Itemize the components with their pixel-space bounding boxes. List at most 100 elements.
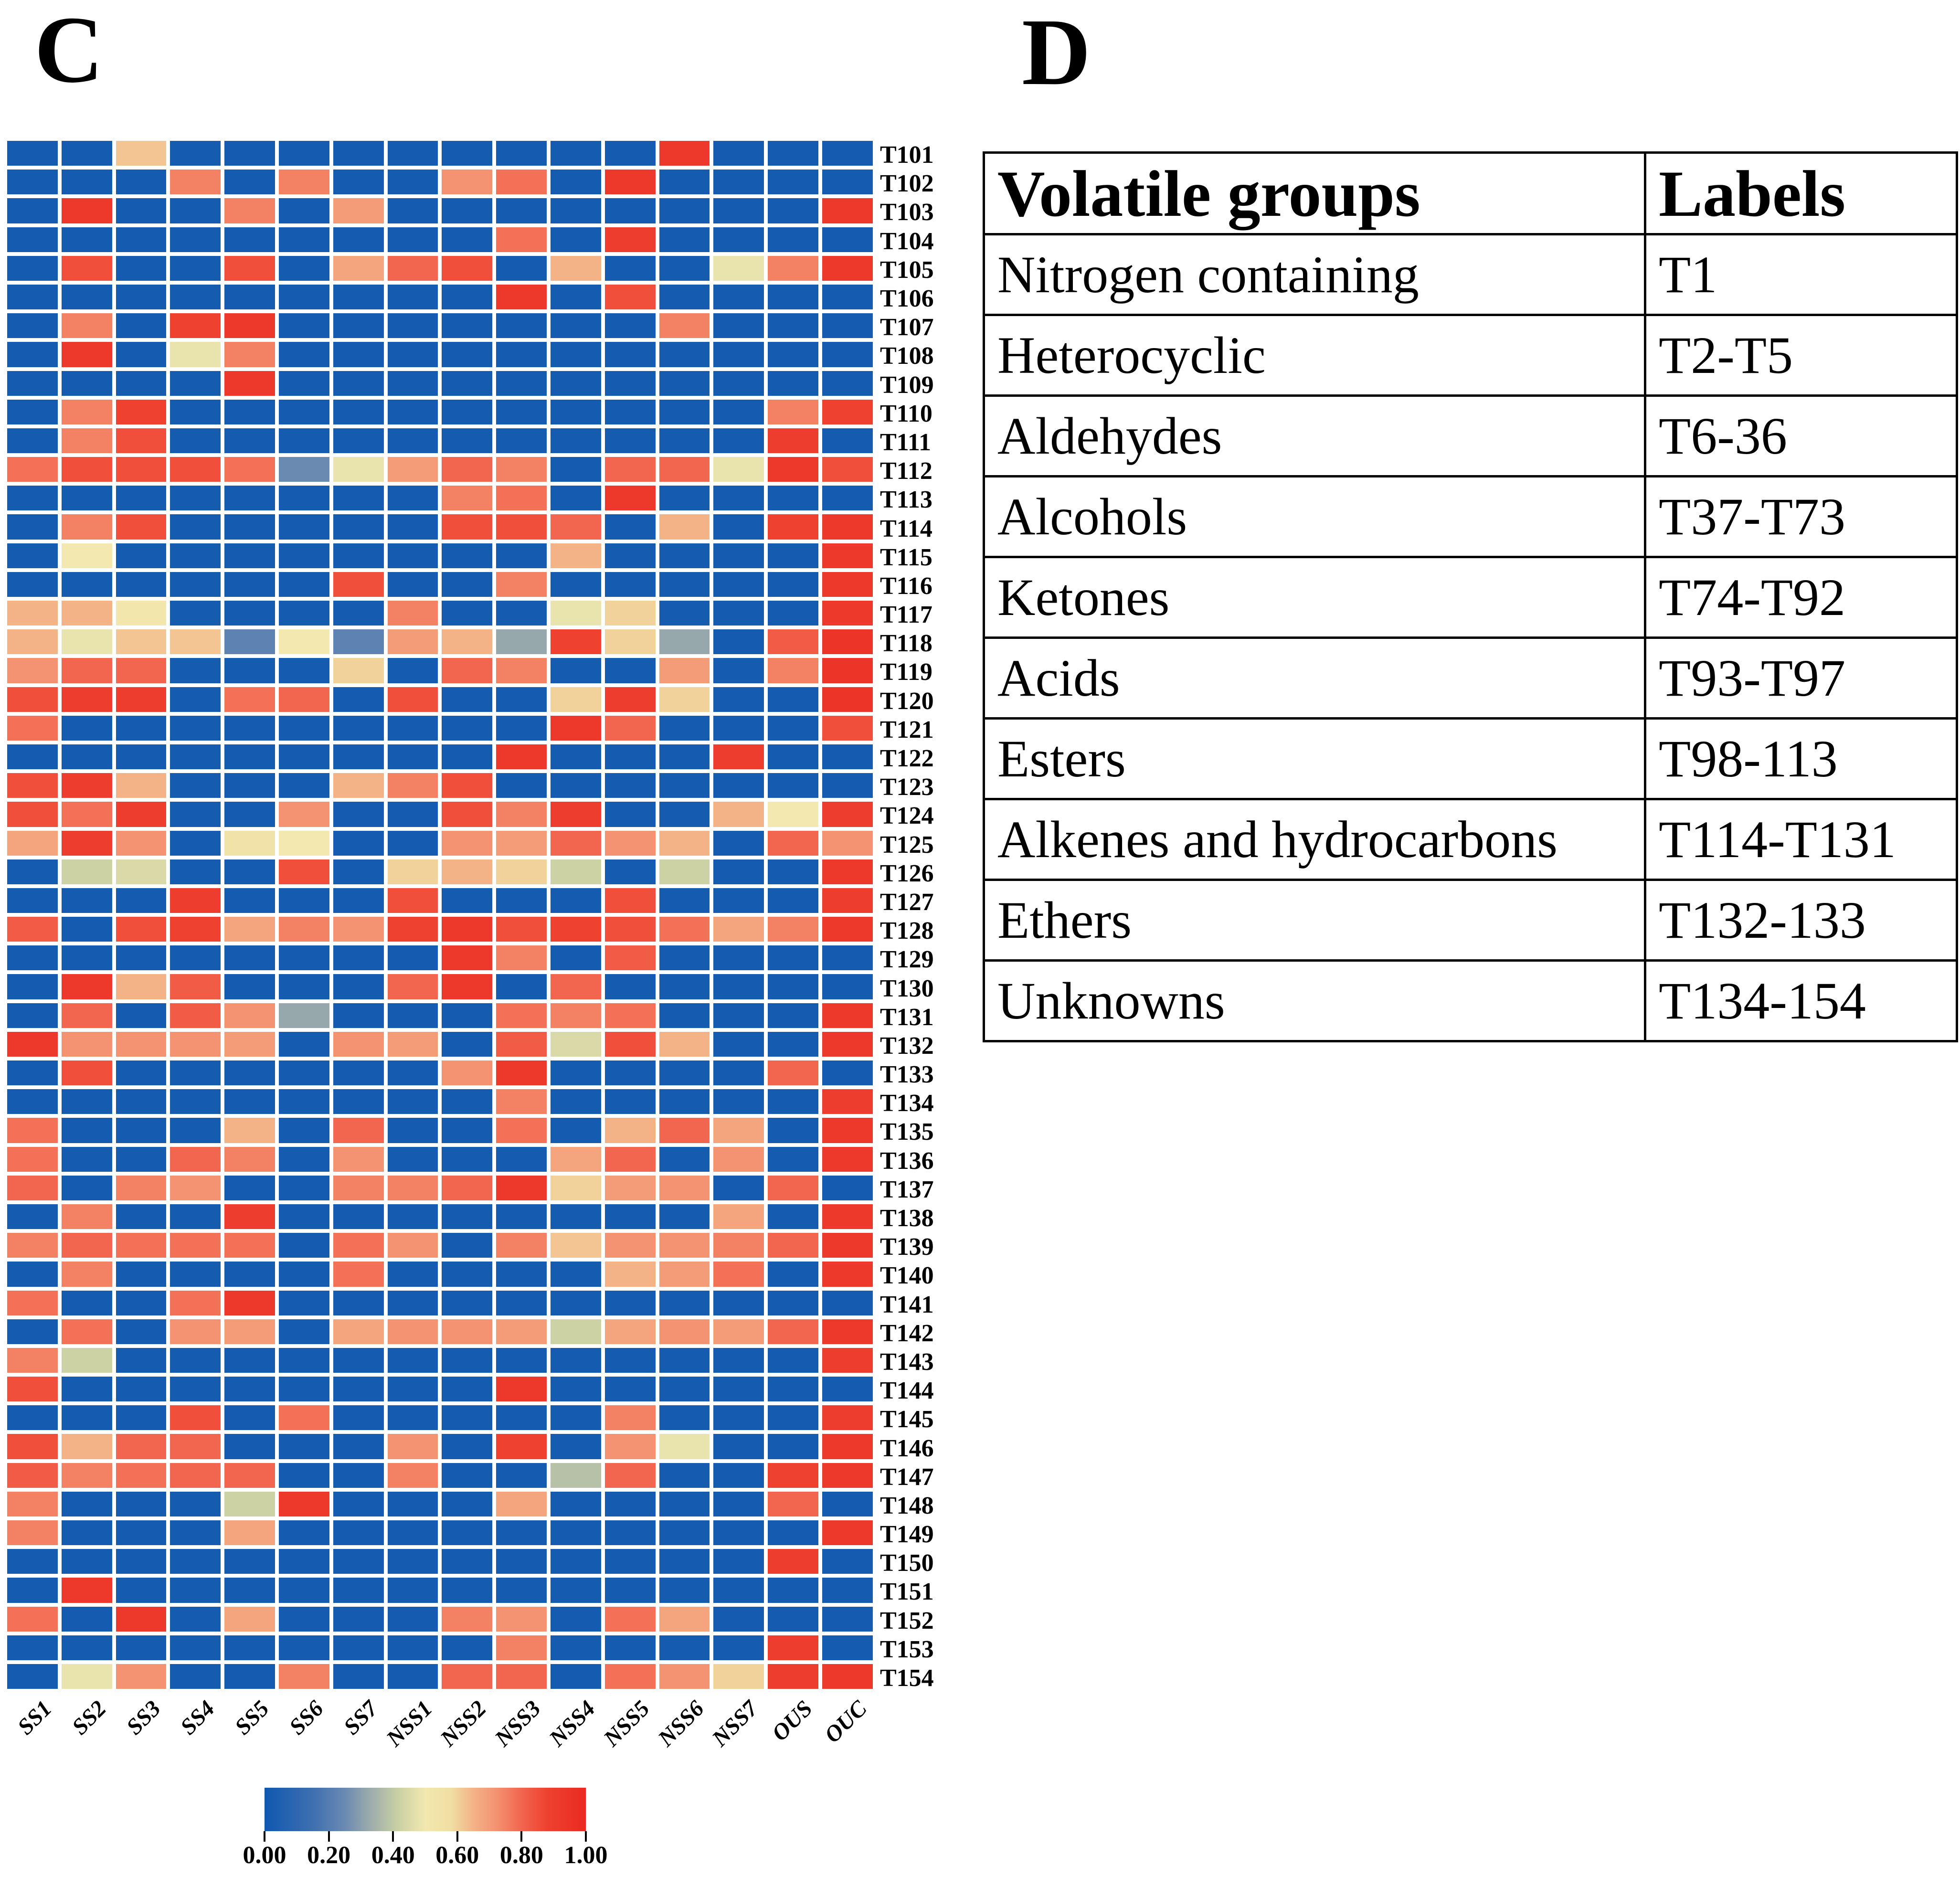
heatmap-cell-T102-SS4 (170, 170, 221, 195)
heatmap-cell-T145-SS5 (224, 1405, 275, 1431)
row-label-T143: T143 (880, 1348, 934, 1376)
heatmap-cell-T136-SS5 (224, 1146, 275, 1172)
heatmap-cell-T135-SS2 (61, 1118, 112, 1143)
heatmap-cell-T123-NSS7 (713, 773, 764, 798)
heatmap-cell-T110-NSS3 (496, 399, 547, 424)
heatmap-cell-T117-SS1 (7, 601, 58, 626)
heatmap-cell-T146-SS1 (7, 1434, 58, 1459)
heatmap-cell-T121-NSS2 (442, 715, 493, 741)
heatmap-cell-T111-OUS (768, 428, 818, 454)
row-label-T108: T108 (880, 342, 934, 370)
heatmap-cell-T112-SS5 (224, 457, 275, 482)
heatmap-cell-T148-NSS1 (387, 1491, 438, 1516)
heatmap-cell-T135-NSS4 (550, 1118, 601, 1143)
heatmap-cell-T128-SS2 (61, 917, 112, 942)
heatmap-cell-T125-SS3 (116, 830, 167, 856)
heatmap-cell-T130-SS3 (116, 974, 167, 999)
heatmap-cell-T145-SS1 (7, 1405, 58, 1431)
table-header-volatile-groups: Volatile groups (983, 151, 1646, 235)
heatmap-cell-T119-NSS2 (442, 658, 493, 683)
heatmap-cell-T133-SS7 (333, 1060, 384, 1086)
heatmap-cell-T127-NSS1 (387, 888, 438, 913)
heatmap-cell-T113-NSS3 (496, 486, 547, 511)
heatmap-cell-T135-NSS2 (442, 1118, 493, 1143)
heatmap-cell-T103-SS7 (333, 198, 384, 223)
heatmap-cell-T142-OUC (822, 1319, 873, 1344)
heatmap-cell-T116-SS7 (333, 572, 384, 597)
heatmap-cell-T116-SS2 (61, 572, 112, 597)
heatmap-cell-T125-SS2 (61, 830, 112, 856)
table-cell-group: Alkenes and hydrocarbons (983, 798, 1646, 881)
colorbar-tick-1.00 (585, 1831, 587, 1842)
heatmap-cell-T113-NSS4 (550, 486, 601, 511)
table-cell-group: Ethers (983, 879, 1646, 962)
heatmap-cell-T115-OUC (822, 543, 873, 568)
heatmap-cell-T115-NSS4 (550, 543, 601, 568)
heatmap-cell-T137-SS2 (61, 1175, 112, 1200)
heatmap-cell-T144-NSS1 (387, 1377, 438, 1402)
heatmap-cell-T132-SS4 (170, 1031, 221, 1057)
heatmap-cell-T119-NSS6 (659, 658, 710, 683)
heatmap-cell-T154-NSS7 (713, 1664, 764, 1689)
heatmap-cell-T132-NSS2 (442, 1031, 493, 1057)
heatmap-cell-T122-SS7 (333, 744, 384, 770)
heatmap-cell-T101-OUC (822, 141, 873, 166)
heatmap-cell-T148-NSS6 (659, 1491, 710, 1516)
heatmap-cell-T121-OUC (822, 715, 873, 741)
row-label-T112: T112 (880, 457, 932, 485)
heatmap-cell-T147-SS2 (61, 1463, 112, 1488)
heatmap-cell-T131-SS4 (170, 1003, 221, 1028)
heatmap-cell-T148-SS1 (7, 1491, 58, 1516)
heatmap-cell-T127-NSS6 (659, 888, 710, 913)
heatmap-cell-T145-NSS1 (387, 1405, 438, 1431)
heatmap-cell-T124-NSS1 (387, 802, 438, 827)
heatmap-cell-T110-SS7 (333, 399, 384, 424)
heatmap-cell-T116-NSS7 (713, 572, 764, 597)
heatmap-cell-T143-SS7 (333, 1347, 384, 1373)
heatmap-cell-T111-NSS3 (496, 428, 547, 454)
heatmap-cell-T153-NSS7 (713, 1635, 764, 1660)
heatmap-cell-T152-SS1 (7, 1606, 58, 1632)
heatmap-cell-T134-OUC (822, 1089, 873, 1114)
heatmap-cell-T128-SS1 (7, 917, 58, 942)
colorbar-gradient (265, 1788, 586, 1831)
heatmap-cell-T121-SS2 (61, 715, 112, 741)
heatmap-cell-T134-NSS6 (659, 1089, 710, 1114)
heatmap-cell-T131-SS6 (278, 1003, 329, 1028)
heatmap (7, 141, 873, 1689)
heatmap-cell-T117-OUC (822, 601, 873, 626)
heatmap-cell-T106-SS2 (61, 284, 112, 310)
heatmap-cell-T133-NSS3 (496, 1060, 547, 1086)
heatmap-cell-T154-NSS1 (387, 1664, 438, 1689)
heatmap-cell-T128-NSS5 (604, 917, 656, 942)
heatmap-cell-T130-NSS3 (496, 974, 547, 999)
heatmap-cell-T101-NSS4 (550, 141, 601, 166)
heatmap-cell-T141-NSS1 (387, 1290, 438, 1315)
heatmap-cell-T150-OUC (822, 1549, 873, 1574)
heatmap-cell-T143-OUC (822, 1347, 873, 1373)
heatmap-cell-T127-NSS4 (550, 888, 601, 913)
heatmap-cell-T136-NSS1 (387, 1146, 438, 1172)
heatmap-cell-T102-SS1 (7, 170, 58, 195)
heatmap-cell-T104-SS2 (61, 227, 112, 252)
heatmap-cell-T112-SS2 (61, 457, 112, 482)
heatmap-cell-T109-SS6 (278, 371, 329, 396)
heatmap-cell-T109-NSS5 (604, 371, 656, 396)
heatmap-cell-T103-OUC (822, 198, 873, 223)
heatmap-cell-T137-OUS (768, 1175, 818, 1200)
heatmap-cell-T142-NSS1 (387, 1319, 438, 1344)
heatmap-cell-T125-NSS7 (713, 830, 764, 856)
heatmap-cell-T142-SS2 (61, 1319, 112, 1344)
heatmap-cell-T142-NSS5 (604, 1319, 656, 1344)
row-label-T111: T111 (880, 428, 931, 456)
heatmap-cell-T131-SS1 (7, 1003, 58, 1028)
heatmap-cell-T112-SS6 (278, 457, 329, 482)
heatmap-cell-T109-SS5 (224, 371, 275, 396)
heatmap-cell-T134-NSS5 (604, 1089, 656, 1114)
heatmap-cell-T142-SS3 (116, 1319, 167, 1344)
table-row: Unknowns T134-154 (983, 959, 1958, 1042)
heatmap-cell-T126-SS4 (170, 859, 221, 884)
heatmap-cell-T107-NSS6 (659, 313, 710, 339)
heatmap-cell-T134-NSS2 (442, 1089, 493, 1114)
heatmap-cell-T154-NSS4 (550, 1664, 601, 1689)
